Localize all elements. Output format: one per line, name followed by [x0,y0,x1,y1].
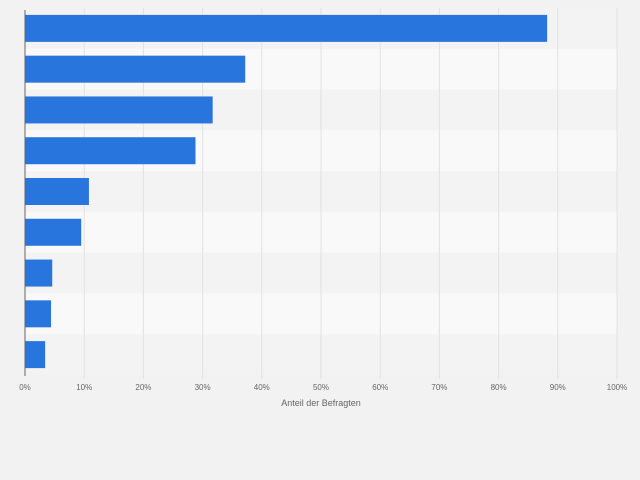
x-tick-label: 70% [431,383,447,392]
x-tick-label: 40% [254,383,270,392]
bar [25,259,53,287]
gridlines [83,8,618,379]
x-tick-label: 0% [19,383,31,392]
x-tick-label: 10% [76,383,92,392]
bar [25,96,213,124]
x-tick-label: 60% [372,383,388,392]
x-tick-label: 50% [313,383,329,392]
bar [25,218,82,246]
bar [25,178,89,205]
x-tick-labels: 0% 10% 20% 30% 40% 50% 60% 70% 80% 90% 100% [19,383,627,392]
x-tick-label: 100% [607,383,627,392]
bars [25,14,548,369]
bar [25,55,246,83]
x-tick-label: 20% [135,383,151,392]
x-tick-label: 80% [491,383,507,392]
x-axis-label: Anteil der Befragten [281,398,361,408]
bar [25,137,196,165]
x-tick-label: 90% [550,383,566,392]
bar [25,300,52,328]
bar [25,341,46,369]
bar [25,14,548,42]
x-tick-label: 30% [195,383,211,392]
